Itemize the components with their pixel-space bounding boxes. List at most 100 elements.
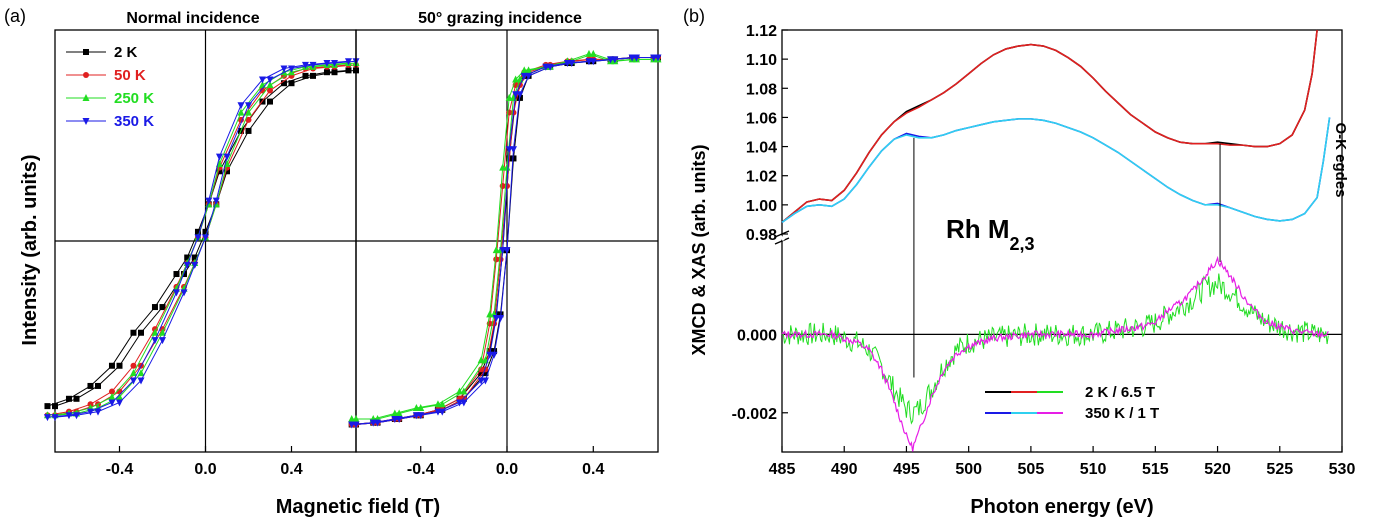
data-point (628, 54, 636, 62)
data-point (151, 328, 159, 336)
series-250-K (348, 49, 662, 422)
y-tick-label: 1.02 (746, 169, 777, 186)
xas-curve (781, 29, 1318, 223)
hysteresis-subplot-0: -0.4 0.0 0.4 2 K 50 K 250 K 350 K (43, 29, 360, 478)
y-tick-label: 0.98 (746, 227, 777, 244)
data-point (138, 329, 144, 336)
data-point (309, 61, 317, 69)
data-point (491, 348, 498, 355)
data-point (456, 387, 464, 395)
data-point (563, 60, 571, 68)
data-point (137, 377, 145, 385)
data-point (116, 362, 123, 369)
series-350-K (348, 54, 662, 429)
legend: 2 K 50 K 250 K 350 K (66, 44, 154, 130)
data-point (216, 168, 223, 175)
data-point (505, 93, 513, 101)
data-point (280, 80, 287, 87)
data-point (116, 392, 123, 400)
data-point (212, 197, 220, 205)
data-point (412, 403, 420, 411)
legend-label: 2 K (114, 44, 138, 61)
y-tick-label: 1.08 (746, 81, 777, 98)
data-point (191, 254, 198, 261)
data-point (493, 256, 500, 263)
data-point (391, 409, 399, 417)
data-point (116, 399, 123, 407)
data-point (258, 76, 266, 84)
data-point (65, 412, 73, 420)
rh-m-text: Rh M (946, 214, 1010, 244)
x-tick-label: 500 (955, 461, 982, 478)
data-point (542, 63, 550, 71)
x-tick-label: 525 (1266, 461, 1293, 478)
data-point (205, 197, 213, 205)
y-tick-label: 1.00 (746, 198, 777, 215)
data-point (477, 377, 485, 385)
data-point (650, 54, 658, 62)
legend-label: 250 K (114, 90, 154, 107)
legend-marker (83, 72, 89, 78)
data-point (510, 155, 517, 162)
data-point (391, 415, 399, 423)
data-point (129, 369, 137, 377)
x-tick-label: 495 (893, 461, 920, 478)
x-tick-label: 0.4 (582, 461, 604, 478)
data-point (52, 403, 58, 410)
data-point (585, 58, 593, 66)
data-point (73, 395, 80, 402)
data-point (267, 98, 273, 105)
data-point (486, 348, 493, 355)
plot-frame (781, 29, 1343, 453)
data-point (137, 369, 145, 377)
data-point (86, 408, 94, 416)
y-tick-label: 0.000 (737, 327, 777, 344)
data-point (486, 351, 494, 359)
rh-m-annotation: Rh M2,3 (946, 214, 1035, 254)
legend-label: 50 K (114, 67, 146, 84)
data-point (492, 315, 500, 323)
data-point (129, 377, 137, 385)
data-point (191, 261, 199, 269)
x-tick-label: 0.0 (194, 461, 216, 478)
x-tick-label: 530 (1329, 461, 1356, 478)
data-point (202, 234, 209, 242)
data-point (434, 400, 442, 408)
data-point (159, 337, 166, 345)
data-point (331, 69, 338, 76)
legend-label: 350 K (114, 113, 154, 130)
data-point (172, 289, 180, 297)
data-point (151, 304, 158, 311)
xas-curve (781, 117, 1331, 223)
data-point (499, 247, 507, 255)
xmcd-curve-350k (781, 255, 1329, 452)
x-tick-label: 0.0 (496, 461, 518, 478)
data-point (245, 108, 252, 116)
y-tick-label: -0.002 (732, 406, 777, 423)
data-point (344, 58, 352, 66)
data-point (585, 49, 593, 57)
data-point (223, 153, 231, 161)
data-point (94, 408, 102, 416)
xas-curve (781, 29, 1318, 223)
data-point (108, 399, 116, 407)
data-point (412, 412, 420, 420)
data-point (301, 61, 309, 69)
data-point (369, 419, 377, 427)
data-point (180, 289, 188, 297)
data-point (245, 116, 252, 123)
data-point (95, 382, 101, 389)
data-point (492, 246, 500, 254)
xmcd-curve-2k (781, 273, 1329, 425)
legend-label: 350 K / 1 T (1085, 405, 1159, 422)
panel-b-plots: 0.98 1.00 1.02 1.04 1.06 1.08 1.10 1.12 -0.002 0.… (732, 23, 1356, 478)
data-point (183, 261, 191, 269)
data-point (266, 76, 274, 84)
rh-m-subscript: 2,3 (1010, 234, 1035, 254)
data-point (266, 81, 274, 89)
data-point (280, 65, 288, 73)
data-point (323, 60, 331, 68)
data-point (345, 67, 352, 74)
data-point (348, 421, 356, 429)
